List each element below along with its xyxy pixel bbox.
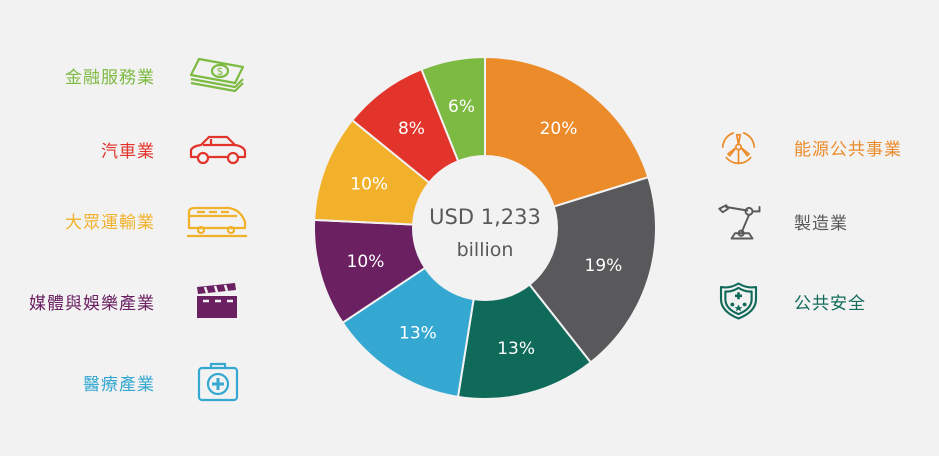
legend-item-public-safety: 公共安全 (714, 279, 866, 323)
shield-icon (719, 282, 758, 320)
slice-label-3: 13% (497, 339, 535, 359)
car-icon (189, 135, 247, 165)
legend-label: 能源公共事業 (794, 139, 902, 160)
legend-item-automotive: 汽車業 (0, 127, 249, 171)
legend-item-financial-services: 金融服務業 $ (0, 53, 249, 97)
robot-arm-icon (718, 204, 761, 240)
clapperboard-icon (197, 283, 237, 318)
slice-label-5: 10% (347, 252, 385, 272)
legend-label: 大眾運輸業 (65, 212, 155, 233)
legend-item-energy-utilities: 能源公共事業 (714, 125, 902, 169)
slice-labels: 20% 19% 13% 13% 10% 10% 8% 6% (347, 97, 623, 359)
slice-label-8: 6% (448, 97, 475, 117)
legend-label: 媒體與娛樂產業 (29, 293, 155, 314)
legend-label: 製造業 (794, 213, 848, 234)
center-unit: billion (457, 239, 514, 261)
slice-label-7: 8% (398, 119, 425, 139)
slice-label-2: 19% (585, 256, 623, 276)
medical-kit-icon (197, 362, 239, 402)
legend-label: 醫療產業 (83, 374, 155, 395)
wind-turbine-icon (721, 132, 756, 165)
legend-item-healthcare: 醫療產業 (0, 360, 249, 404)
legend-item-manufacturing: 製造業 (714, 199, 848, 243)
money-icon: $ (189, 57, 245, 93)
legend-item-transportation: 大眾運輸業 (0, 198, 249, 242)
legend-label: 汽車業 (101, 141, 155, 162)
legend-item-media-entertainment: 媒體與娛樂產業 (0, 279, 249, 323)
slice-label-1: 20% (540, 119, 578, 139)
legend-label: 金融服務業 (65, 67, 155, 88)
svg-text:$: $ (217, 65, 224, 78)
donut-hole (412, 155, 558, 301)
center-total: USD 1,233 (429, 205, 541, 229)
slice-label-6: 10% (350, 175, 388, 195)
slice-label-4: 13% (399, 323, 437, 343)
train-icon (187, 206, 247, 238)
legend-label: 公共安全 (794, 293, 866, 314)
